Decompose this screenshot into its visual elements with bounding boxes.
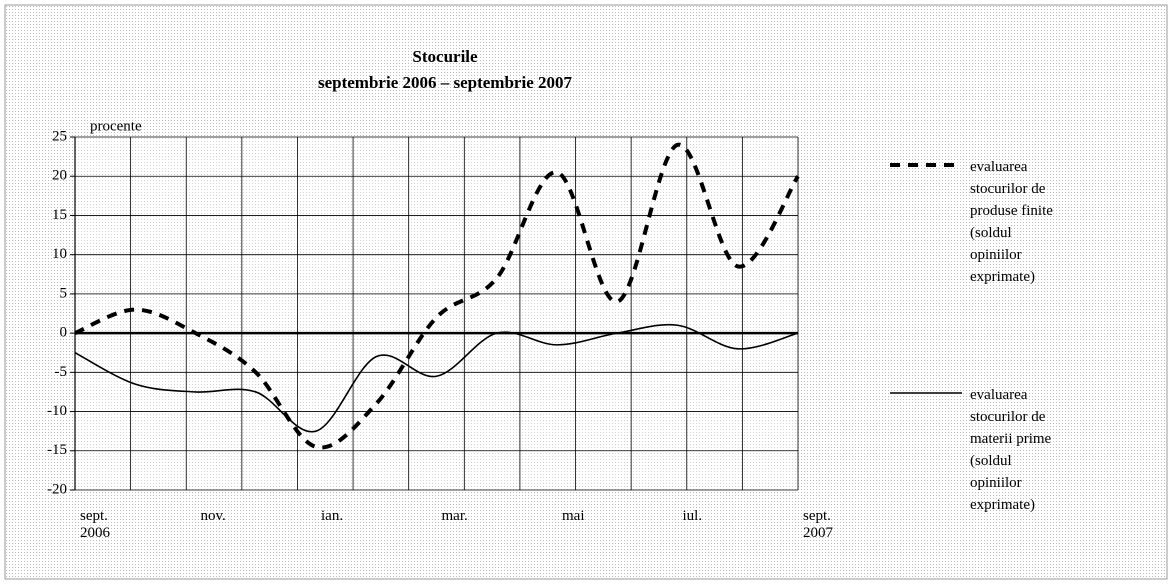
- series-line: [74, 323, 799, 433]
- chart-title: Stocurile: [412, 47, 478, 66]
- y-tick-label: 0: [60, 325, 68, 341]
- x-tick-label: nov.: [200, 508, 226, 524]
- series-line: [74, 142, 800, 450]
- x-tick-label: mai: [562, 508, 585, 524]
- legend-label: evaluarea stocurilor de produse finite (…: [970, 159, 1053, 285]
- y-tick-label: 15: [52, 207, 67, 223]
- x-tick-label: ian.: [321, 508, 344, 524]
- chart-subtitle: septembrie 2006 – septembrie 2007: [318, 73, 573, 92]
- y-tick-label: 20: [52, 168, 67, 184]
- x-tick-label: iul.: [682, 508, 703, 524]
- y-axis-label: procente: [90, 118, 142, 134]
- legend-label: evaluarea stocurilor de materii prime (s…: [970, 387, 1052, 513]
- plot-area: [75, 137, 798, 490]
- y-tick-label: -20: [47, 481, 67, 497]
- x-tick-label: sept. 2006: [80, 508, 110, 541]
- x-tick-label: sept. 2007: [803, 508, 833, 541]
- y-tick-label: 25: [52, 128, 67, 144]
- y-tick-label: -10: [47, 403, 67, 419]
- background: [4, 4, 1168, 580]
- y-tick-label: -15: [47, 442, 67, 458]
- x-tick-label: mar.: [441, 508, 468, 524]
- y-tick-label: 10: [52, 246, 67, 262]
- y-tick-label: -5: [55, 364, 68, 380]
- y-tick-label: 5: [60, 285, 68, 301]
